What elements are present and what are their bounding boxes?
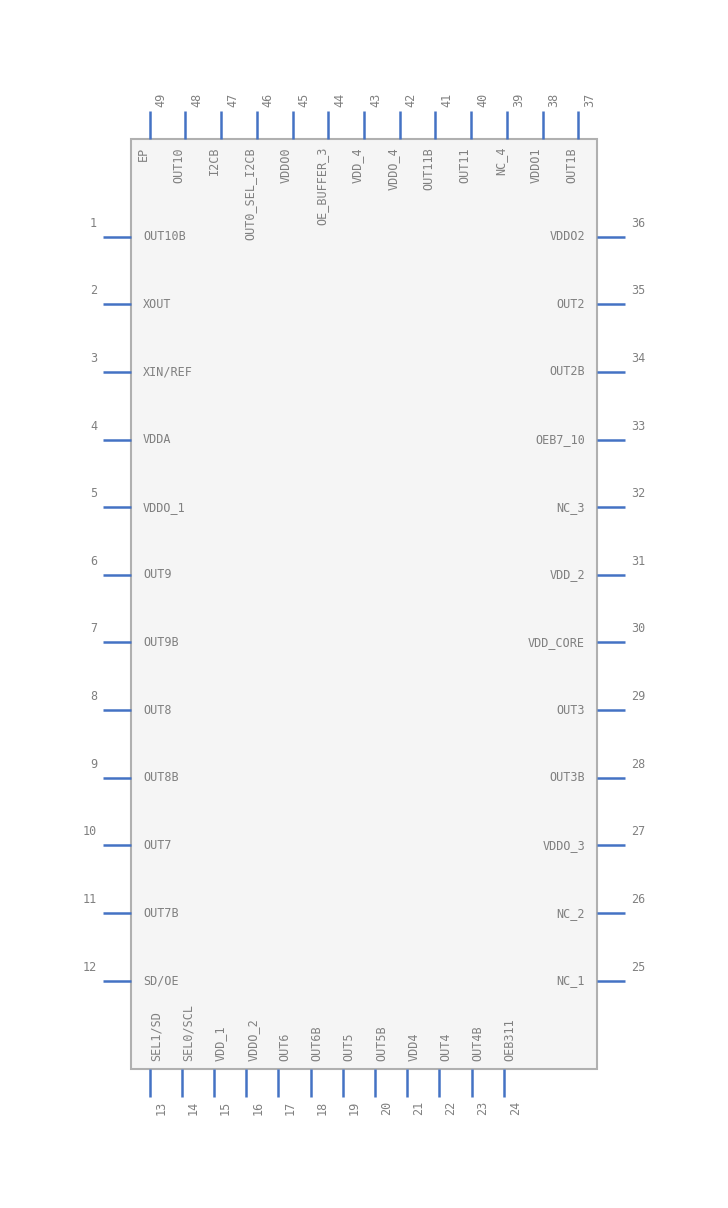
Text: OUT10B: OUT10B: [143, 230, 186, 243]
Text: VDDO_3: VDDO_3: [542, 838, 585, 852]
Text: OUT9: OUT9: [143, 568, 172, 581]
Text: NC_4: NC_4: [494, 147, 507, 175]
Text: 36: 36: [631, 216, 645, 230]
Text: 31: 31: [631, 554, 645, 568]
Text: 7: 7: [90, 622, 97, 635]
Text: 43: 43: [369, 93, 382, 108]
Text: XIN/REF: XIN/REF: [143, 365, 193, 378]
Text: VDD_1: VDD_1: [214, 1026, 227, 1061]
Text: 34: 34: [631, 352, 645, 365]
Text: OUT7B: OUT7B: [143, 906, 178, 919]
Text: XOUT: XOUT: [143, 297, 172, 310]
Text: 23: 23: [477, 1100, 490, 1115]
Text: SD/OE: SD/OE: [143, 974, 178, 987]
Text: EP: EP: [137, 147, 150, 161]
Text: OUT3B: OUT3B: [550, 771, 585, 784]
Text: 19: 19: [348, 1100, 361, 1115]
Text: 2: 2: [90, 284, 97, 297]
Text: VDD_2: VDD_2: [550, 568, 585, 581]
Text: 27: 27: [631, 825, 645, 838]
Text: OUT11B: OUT11B: [422, 147, 435, 190]
Text: 42: 42: [405, 93, 418, 108]
Text: OUT8B: OUT8B: [143, 771, 178, 784]
Text: 35: 35: [631, 284, 645, 297]
Text: 44: 44: [333, 93, 347, 108]
Bar: [131, 139, 597, 1069]
Text: 49: 49: [154, 93, 167, 108]
Text: OEB7_10: OEB7_10: [535, 432, 585, 446]
Text: 18: 18: [316, 1100, 328, 1115]
Text: VDD4: VDD4: [407, 1033, 420, 1061]
Text: OEB311: OEB311: [504, 1018, 517, 1061]
Text: OUT8: OUT8: [143, 703, 172, 716]
Text: 5: 5: [90, 487, 97, 500]
Text: 13: 13: [154, 1100, 167, 1115]
Text: 12: 12: [83, 960, 97, 974]
Text: OUT11: OUT11: [458, 147, 471, 182]
Text: 10: 10: [83, 825, 97, 838]
Text: OUT4: OUT4: [440, 1033, 452, 1061]
Text: 25: 25: [631, 960, 645, 974]
Text: 30: 30: [631, 622, 645, 635]
Text: 6: 6: [90, 554, 97, 568]
Text: OUT1B: OUT1B: [566, 147, 578, 182]
Text: OUT2: OUT2: [556, 297, 585, 310]
Text: OUT5: OUT5: [343, 1033, 356, 1061]
Text: SEL1/SD: SEL1/SD: [150, 1011, 162, 1061]
Text: 20: 20: [380, 1100, 393, 1115]
Text: 32: 32: [631, 487, 645, 500]
Text: VDD_CORE: VDD_CORE: [528, 635, 585, 649]
Text: 11: 11: [83, 893, 97, 906]
Text: 33: 33: [631, 419, 645, 432]
Text: 28: 28: [631, 757, 645, 771]
Text: VDDO_1: VDDO_1: [143, 500, 186, 513]
Text: VDD_4: VDD_4: [351, 147, 364, 182]
Text: VDDO1: VDDO1: [529, 147, 542, 182]
Text: NC_1: NC_1: [556, 974, 585, 987]
Text: OUT6B: OUT6B: [311, 1026, 324, 1061]
Text: OUT0_SEL_I2CB: OUT0_SEL_I2CB: [244, 147, 257, 239]
Text: VDDO2: VDDO2: [550, 230, 585, 243]
Text: VDDO_4: VDDO_4: [387, 147, 400, 190]
Text: 46: 46: [262, 93, 275, 108]
Text: 48: 48: [191, 93, 203, 108]
Text: 26: 26: [631, 893, 645, 906]
Text: 9: 9: [90, 757, 97, 771]
Text: OUT9B: OUT9B: [143, 635, 178, 649]
Text: 8: 8: [90, 690, 97, 703]
Text: 24: 24: [509, 1100, 522, 1115]
Text: NC_2: NC_2: [556, 906, 585, 919]
Text: OE_BUFFER_3: OE_BUFFER_3: [315, 147, 328, 226]
Text: VDDA: VDDA: [143, 432, 172, 446]
Text: OUT10: OUT10: [173, 147, 186, 182]
Text: OUT7: OUT7: [143, 838, 172, 852]
Text: VDDO0: VDDO0: [280, 147, 293, 182]
Text: 29: 29: [631, 690, 645, 703]
Text: OUT5B: OUT5B: [375, 1026, 388, 1061]
Text: 37: 37: [583, 93, 596, 108]
Text: 41: 41: [440, 93, 454, 108]
Text: 14: 14: [187, 1100, 200, 1115]
Text: OUT3: OUT3: [556, 703, 585, 716]
Text: 3: 3: [90, 352, 97, 365]
Text: OUT6: OUT6: [278, 1033, 291, 1061]
Text: OUT4B: OUT4B: [472, 1026, 485, 1061]
Text: SEL0/SCL: SEL0/SCL: [182, 1004, 195, 1061]
Text: 15: 15: [219, 1100, 232, 1115]
Text: 16: 16: [251, 1100, 264, 1115]
Text: 47: 47: [226, 93, 239, 108]
Text: 45: 45: [298, 93, 311, 108]
Text: OUT2B: OUT2B: [550, 365, 585, 378]
Text: 21: 21: [412, 1100, 425, 1115]
Text: 38: 38: [547, 93, 561, 108]
Text: NC_3: NC_3: [556, 500, 585, 513]
Text: 17: 17: [283, 1100, 296, 1115]
Text: 1: 1: [90, 216, 97, 230]
Text: 39: 39: [512, 93, 525, 108]
Text: VDDO_2: VDDO_2: [246, 1018, 259, 1061]
Text: 4: 4: [90, 419, 97, 432]
Text: 22: 22: [444, 1100, 457, 1115]
Text: 40: 40: [476, 93, 489, 108]
Text: I2CB: I2CB: [208, 147, 221, 175]
